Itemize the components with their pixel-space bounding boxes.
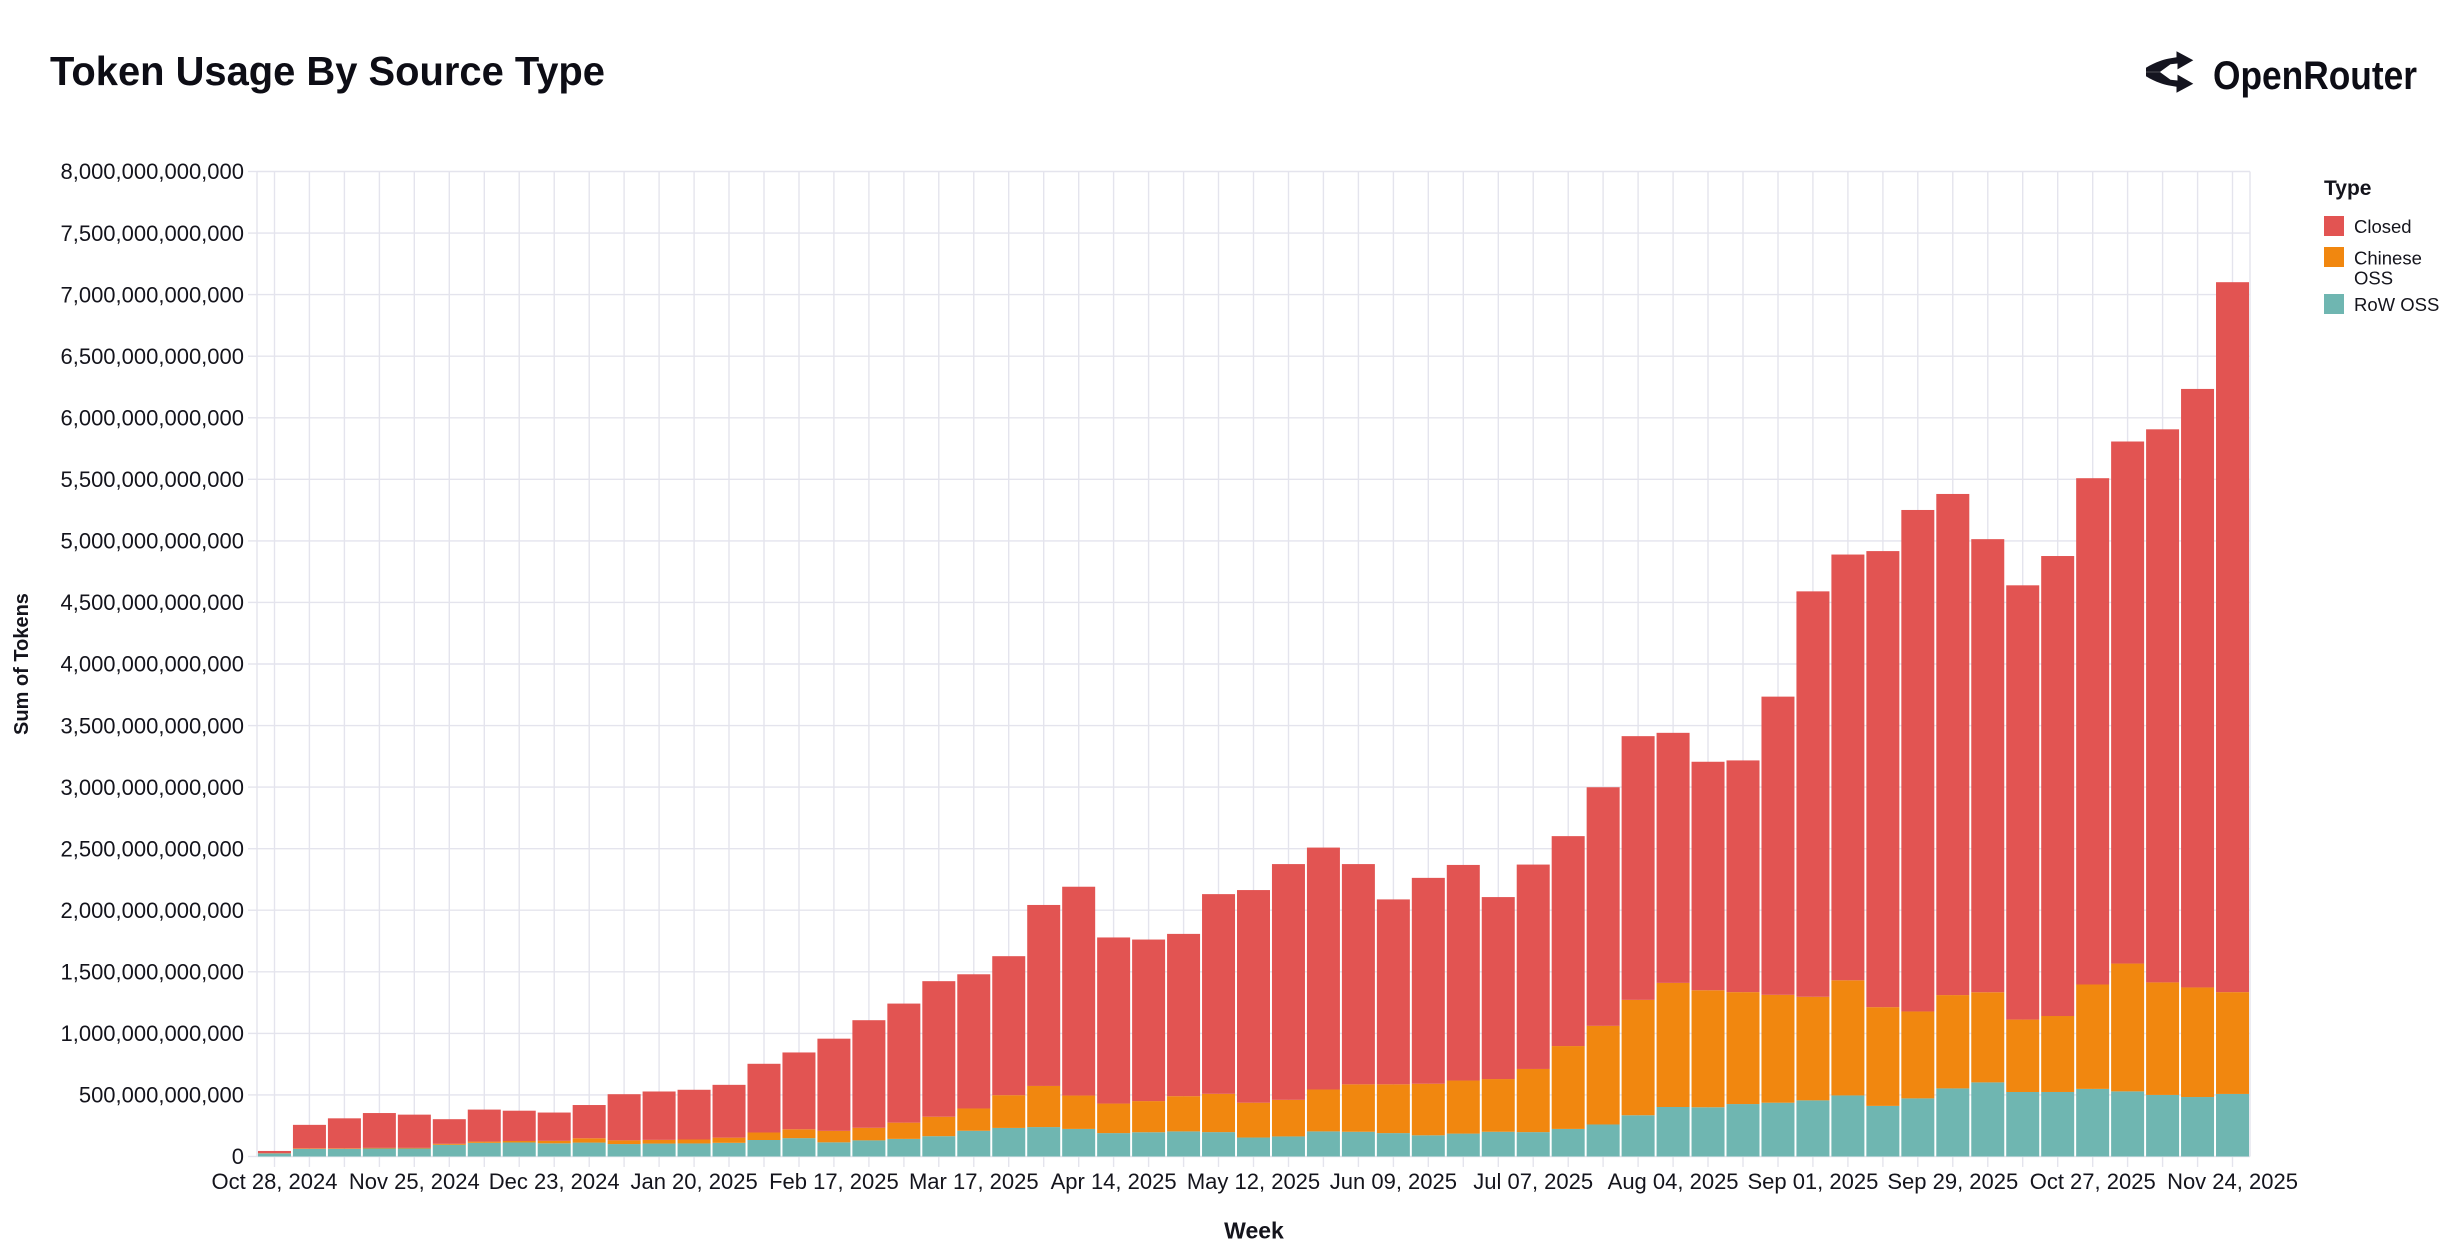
svg-text:RoW OSS: RoW OSS bbox=[2354, 294, 2439, 315]
svg-text:2,500,000,000,000: 2,500,000,000,000 bbox=[60, 836, 244, 861]
svg-text:May 12, 2025: May 12, 2025 bbox=[1187, 1169, 1320, 1194]
svg-text:Closed: Closed bbox=[2354, 216, 2412, 237]
svg-text:5,000,000,000,000: 5,000,000,000,000 bbox=[60, 529, 244, 554]
svg-text:Nov 24, 2025: Nov 24, 2025 bbox=[2167, 1169, 2298, 1194]
svg-text:Chinese: Chinese bbox=[2354, 247, 2422, 268]
svg-text:Dec 23, 2024: Dec 23, 2024 bbox=[489, 1169, 620, 1194]
svg-text:Token Usage By Source Type: Token Usage By Source Type bbox=[50, 48, 605, 94]
svg-text:Sep 29, 2025: Sep 29, 2025 bbox=[1887, 1169, 2018, 1194]
svg-text:Nov 25, 2024: Nov 25, 2024 bbox=[349, 1169, 480, 1194]
svg-text:Week: Week bbox=[1224, 1218, 1284, 1244]
svg-text:8,000,000,000,000: 8,000,000,000,000 bbox=[60, 159, 244, 184]
svg-text:Sum of Tokens: Sum of Tokens bbox=[11, 593, 33, 735]
svg-text:OpenRouter: OpenRouter bbox=[2213, 54, 2417, 98]
svg-text:0: 0 bbox=[232, 1144, 244, 1169]
svg-text:2,000,000,000,000: 2,000,000,000,000 bbox=[60, 898, 244, 923]
svg-text:Oct 28, 2024: Oct 28, 2024 bbox=[212, 1169, 338, 1194]
svg-text:4,500,000,000,000: 4,500,000,000,000 bbox=[60, 590, 244, 615]
svg-text:OSS: OSS bbox=[2354, 267, 2393, 288]
svg-text:6,000,000,000,000: 6,000,000,000,000 bbox=[60, 405, 244, 430]
svg-text:1,500,000,000,000: 1,500,000,000,000 bbox=[60, 960, 244, 985]
svg-text:Jun 09, 2025: Jun 09, 2025 bbox=[1330, 1169, 1457, 1194]
svg-text:500,000,000,000: 500,000,000,000 bbox=[79, 1083, 244, 1108]
svg-text:Mar 17, 2025: Mar 17, 2025 bbox=[909, 1169, 1039, 1194]
svg-text:6,500,000,000,000: 6,500,000,000,000 bbox=[60, 344, 244, 369]
svg-text:Feb 17, 2025: Feb 17, 2025 bbox=[769, 1169, 899, 1194]
svg-text:1,000,000,000,000: 1,000,000,000,000 bbox=[60, 1021, 244, 1046]
svg-text:3,000,000,000,000: 3,000,000,000,000 bbox=[60, 775, 244, 800]
svg-text:3,500,000,000,000: 3,500,000,000,000 bbox=[60, 713, 244, 738]
svg-text:Apr 14, 2025: Apr 14, 2025 bbox=[1051, 1169, 1177, 1194]
svg-text:5,500,000,000,000: 5,500,000,000,000 bbox=[60, 467, 244, 492]
svg-text:Sep 01, 2025: Sep 01, 2025 bbox=[1747, 1169, 1878, 1194]
svg-text:4,000,000,000,000: 4,000,000,000,000 bbox=[60, 652, 244, 677]
svg-text:7,500,000,000,000: 7,500,000,000,000 bbox=[60, 221, 244, 246]
svg-text:7,000,000,000,000: 7,000,000,000,000 bbox=[60, 282, 244, 307]
svg-text:Jul 07, 2025: Jul 07, 2025 bbox=[1473, 1169, 1593, 1194]
svg-text:Type: Type bbox=[2324, 177, 2371, 200]
svg-text:Jan 20, 2025: Jan 20, 2025 bbox=[630, 1169, 757, 1194]
svg-text:Aug 04, 2025: Aug 04, 2025 bbox=[1608, 1169, 1739, 1194]
svg-text:Oct 27, 2025: Oct 27, 2025 bbox=[2030, 1169, 2156, 1194]
